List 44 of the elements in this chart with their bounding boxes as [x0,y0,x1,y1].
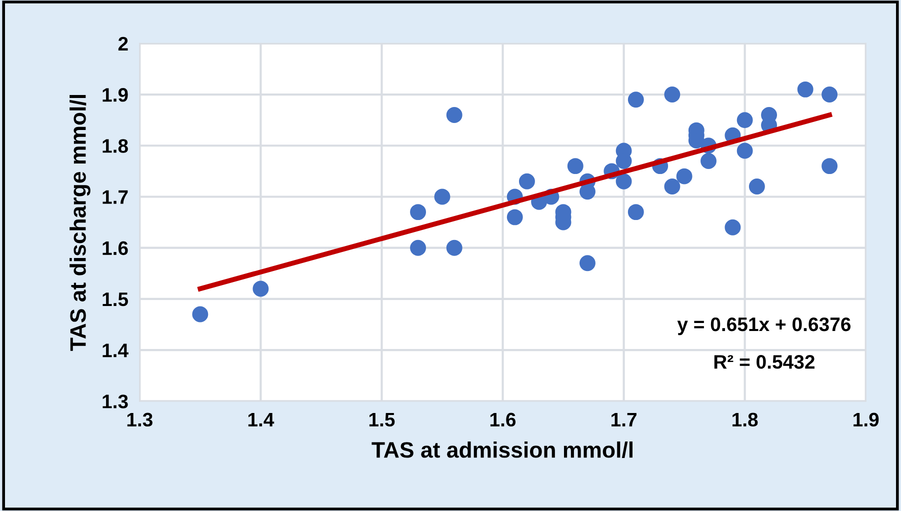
point [410,240,426,256]
point [580,255,596,272]
y-tick-label: 1.8 [102,139,128,153]
x-tick-label: 1.9 [854,412,879,427]
point [822,158,838,174]
x-tick-label: 1.7 [612,412,636,426]
point [628,92,644,108]
point [664,178,680,194]
y-tick-label: 1.7 [102,190,128,204]
point [628,204,644,220]
point [822,86,838,103]
y-tick-label: 1.3 [102,394,128,408]
point [616,173,632,190]
point [252,280,269,297]
point [567,158,584,174]
point [736,142,753,159]
x-tick-label: 1.3 [127,412,152,427]
annotation: y = 0.651x + 0.6376 [677,317,851,336]
point [748,178,765,194]
y-tick-label: 1.4 [102,344,128,358]
y-tick-label: 2 [118,36,128,50]
point [446,240,462,256]
x-tick-label: 1.6 [490,412,516,427]
point [518,173,535,190]
x-tick-label: 1.4 [248,412,274,426]
annotation: R² = 0.5432 [714,355,814,369]
y-axis-title: TAS at discharge mmol/l [70,95,90,351]
y-tick-label: 1.5 [102,292,128,306]
point [410,204,426,220]
point [664,86,680,103]
point [797,81,814,98]
x-tick-label: 1.5 [369,412,395,427]
point [446,106,462,123]
point [676,168,692,184]
x-tick-label: 1.8 [732,412,758,427]
point [736,112,753,128]
point [724,219,741,236]
x-axis-title: TAS at admission mmol/l [372,441,632,458]
point [700,152,716,169]
point [192,306,208,322]
point [506,209,523,226]
y-tick-label: 1.6 [102,241,128,256]
point [434,188,450,205]
y-tick-label: 1.9 [102,88,128,102]
